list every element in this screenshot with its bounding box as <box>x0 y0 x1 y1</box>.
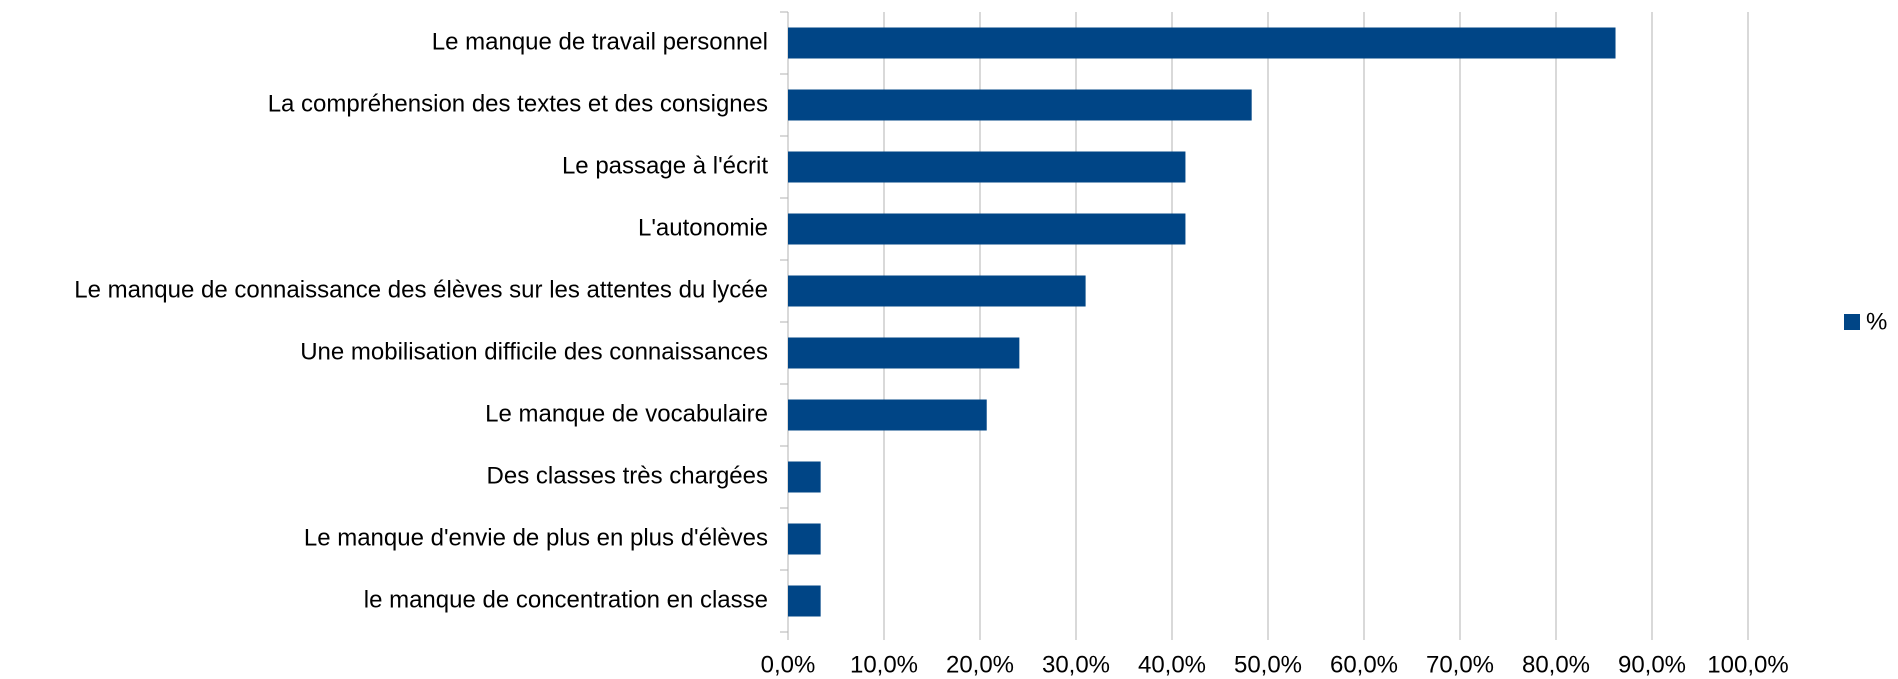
bar <box>788 585 821 617</box>
bar <box>788 461 821 493</box>
legend-label: % <box>1866 308 1887 335</box>
x-tick-label: 10,0% <box>850 651 918 678</box>
x-tick-label: 60,0% <box>1330 651 1398 678</box>
y-tick-label: le manque de concentration en classe <box>364 586 768 613</box>
y-tick-label: Des classes très chargées <box>487 462 768 489</box>
x-tick-label: 40,0% <box>1138 651 1206 678</box>
y-tick-label: Le passage à l'écrit <box>562 152 768 179</box>
bar <box>788 27 1616 59</box>
y-tick-label: Une mobilisation difficile des connaissa… <box>300 338 768 365</box>
x-tick-label: 50,0% <box>1234 651 1302 678</box>
y-tick-label: La compréhension des textes et des consi… <box>268 90 768 117</box>
y-tick-label: Le manque de travail personnel <box>432 28 768 55</box>
y-tick-label: L'autonomie <box>638 214 768 241</box>
bar <box>788 337 1020 369</box>
x-tick-label: 100,0% <box>1707 651 1788 678</box>
y-tick-label: Le manque d'envie de plus en plus d'élèv… <box>304 524 768 551</box>
bar <box>788 275 1086 307</box>
bar <box>788 89 1252 121</box>
x-tick-label: 90,0% <box>1618 651 1686 678</box>
x-tick-label: 70,0% <box>1426 651 1494 678</box>
x-tick-label: 0,0% <box>761 651 816 678</box>
x-tick-label: 30,0% <box>1042 651 1110 678</box>
bar <box>788 523 821 555</box>
y-tick-label: Le manque de vocabulaire <box>485 400 768 427</box>
x-tick-label: 20,0% <box>946 651 1014 678</box>
legend-swatch <box>1844 314 1860 330</box>
bar <box>788 399 987 431</box>
y-tick-label: Le manque de connaissance des élèves sur… <box>74 276 768 303</box>
bar <box>788 151 1186 183</box>
bar <box>788 213 1186 245</box>
x-tick-label: 80,0% <box>1522 651 1590 678</box>
